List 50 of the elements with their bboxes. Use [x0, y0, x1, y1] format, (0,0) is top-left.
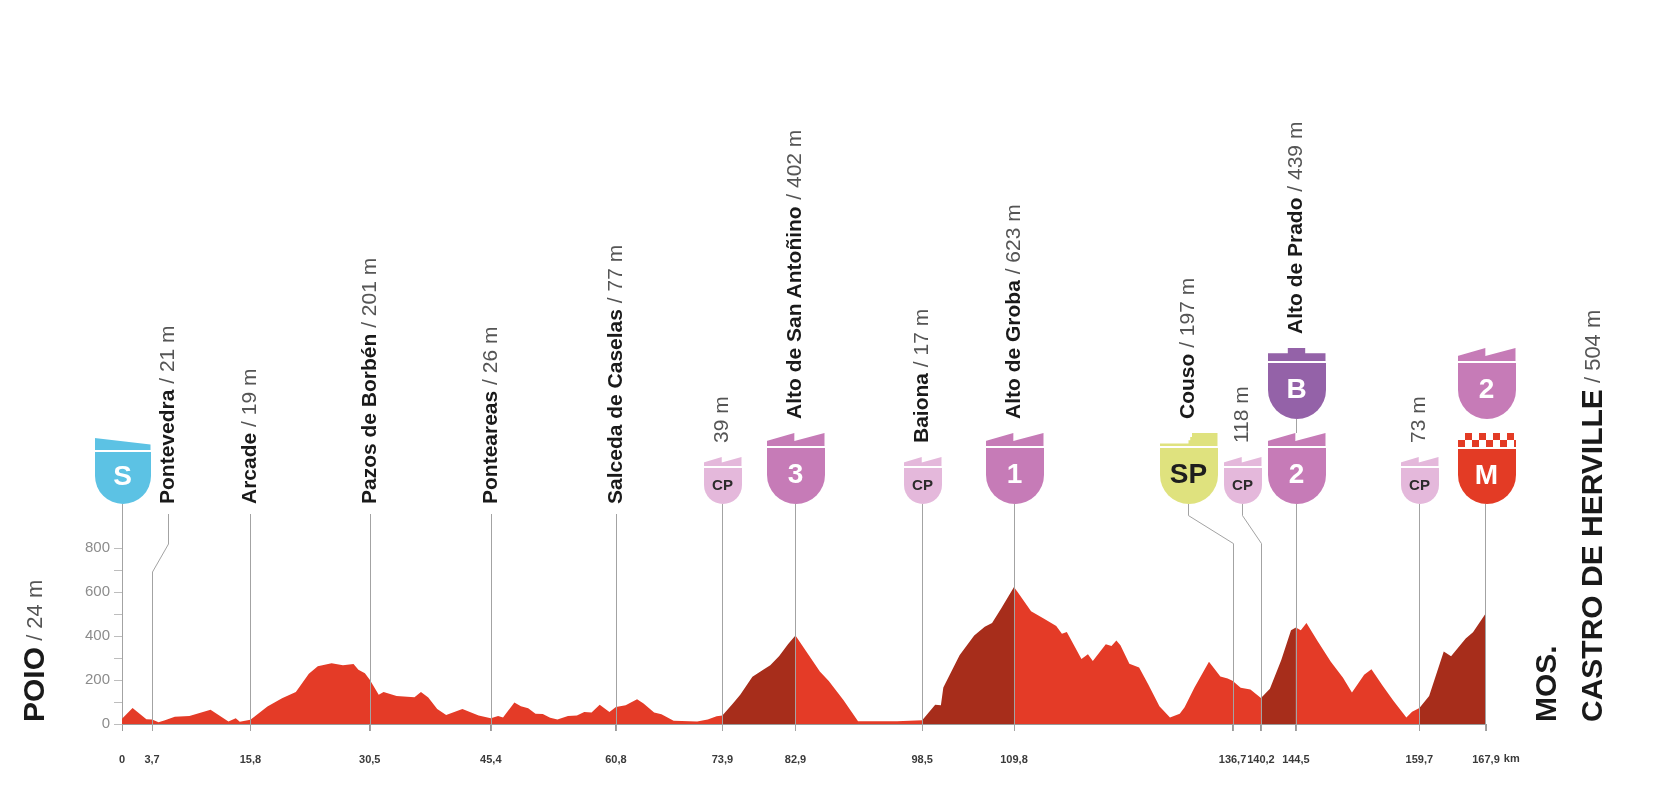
- shield-icon: CP: [903, 457, 942, 504]
- y-tick-label: 800: [84, 538, 110, 556]
- y-tick-label: 600: [84, 582, 110, 600]
- x-tick-label: 159,7: [1405, 752, 1434, 765]
- shield-icon: 2: [1267, 433, 1326, 504]
- shield-icon: 1: [985, 433, 1044, 504]
- x-tick-label: 82,9: [784, 752, 807, 765]
- annotation: CP: [1232, 475, 1253, 493]
- x-tick-label: 98,5: [911, 752, 933, 765]
- ref-line-label: Alto de Groba / 623 m: [1001, 204, 1025, 419]
- x-tick-label: 15,8: [239, 752, 262, 765]
- shield-icon: CP: [1223, 457, 1262, 504]
- ref-line-label: Pontevedra / 21 m: [155, 325, 179, 504]
- ref-line-label: Arcade / 19 m: [237, 368, 261, 504]
- ref-line-label: 118 m: [1229, 386, 1253, 443]
- x-tick-label: 73,9: [711, 752, 734, 765]
- shield-icon: B: [1267, 348, 1326, 419]
- x-tick-label: 45,4: [480, 752, 503, 765]
- x-tick-label: 140,2: [1247, 752, 1275, 765]
- x-tick-label: 144,5: [1282, 752, 1310, 765]
- ref-line-label: Baiona / 17 m: [909, 308, 933, 443]
- x-tick-label: 60,8: [605, 752, 627, 765]
- ref-line-label: Pazos de Borbén / 201 m: [357, 257, 381, 504]
- shield-icon: CP: [703, 457, 742, 504]
- y-tick-label: 400: [84, 626, 110, 644]
- shield-icon: 3: [766, 433, 825, 504]
- ref-line-label: Couso / 197 m: [1175, 277, 1199, 419]
- x-tick-label: 0: [118, 752, 126, 765]
- ref-line-label: Salceda de Caselas / 77 m: [603, 244, 627, 504]
- text: MOS. CASTRO DE HERVILLE / 504 m: [1529, 309, 1609, 722]
- y-tick-label: 0: [101, 714, 110, 732]
- x-tick-label: 167,9: [1472, 752, 1500, 765]
- ref-line-label: 39 m: [709, 396, 733, 443]
- ref-line-label: 73 m: [1406, 396, 1430, 443]
- ref-line-label: Alto de Prado / 439 m: [1283, 121, 1307, 334]
- shield-icon: S: [94, 438, 151, 504]
- x-tick-label: 136,7: [1218, 752, 1247, 765]
- checkered-shield-icon: M: [1457, 433, 1516, 504]
- x-tick-label: 3,7: [144, 752, 160, 765]
- shield-icon: 2: [1457, 348, 1516, 419]
- text: POIO / 24 m: [17, 579, 51, 722]
- ref-line-label: Ponteareas / 26 m: [478, 326, 502, 504]
- ref-line-label: Alto de San Antoñino / 402 m: [782, 129, 806, 419]
- x-tick-label: 30,5: [359, 752, 381, 765]
- x-tick-label: 109,8: [1000, 752, 1028, 765]
- shield-icon: CP: [1400, 457, 1439, 504]
- annotation: SP: [1169, 458, 1208, 489]
- y-tick-label: 200: [84, 670, 110, 688]
- x-axis-title: km: [1503, 751, 1520, 764]
- shield-icon: SP: [1159, 433, 1218, 504]
